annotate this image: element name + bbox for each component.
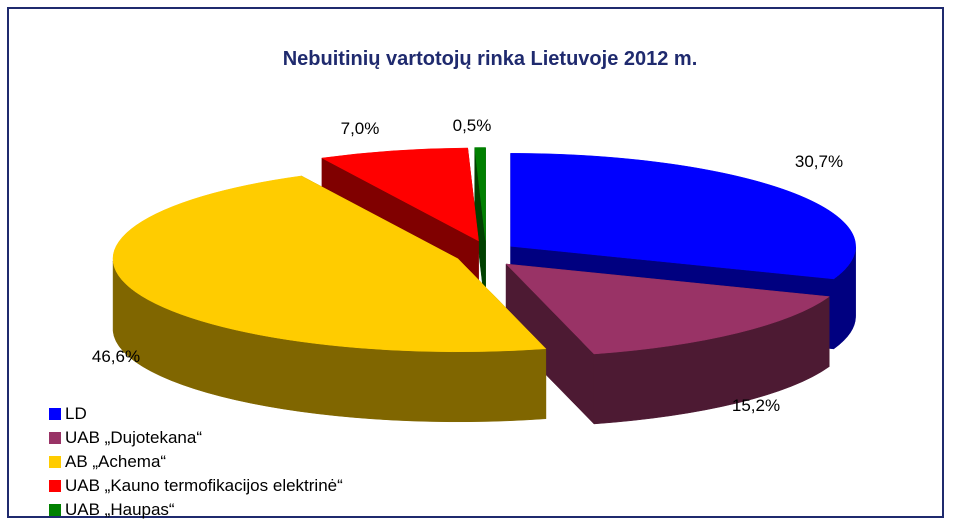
legend-label: UAB „Kauno termofikacijos elektrinė“ — [65, 476, 343, 495]
chart-title: Nebuitinių vartotojų rinka Lietuvoje 201… — [283, 48, 698, 70]
slice-kauno-te — [321, 147, 479, 242]
slice-dujotekana — [505, 263, 830, 355]
slice-haupas — [474, 147, 486, 241]
legend-item-ld: LD — [49, 402, 343, 426]
data-label-dujotekana: 15,2% — [732, 396, 780, 415]
legend-swatch — [49, 456, 61, 468]
legend-item-achema: AB „Achema“ — [49, 450, 343, 474]
legend-item-haupas: UAB „Haupas“ — [49, 498, 343, 522]
legend-item-kauno-te: UAB „Kauno termofikacijos elektrinė“ — [49, 474, 343, 498]
data-label-ld: 30,7% — [795, 152, 843, 171]
pie-chart: Nebuitinių vartotojų rinka Lietuvoje 201… — [92, 48, 856, 425]
legend: LD UAB „Dujotekana“ AB „Achema“ UAB „Kau… — [49, 402, 343, 522]
slice-ld — [510, 153, 856, 280]
legend-swatch — [49, 504, 61, 516]
legend-label: UAB „Haupas“ — [65, 500, 175, 519]
chart-frame: Nebuitinių vartotojų rinka Lietuvoje 201… — [7, 7, 944, 519]
legend-item-dujotekana: UAB „Dujotekana“ — [49, 426, 343, 450]
legend-swatch — [49, 408, 61, 420]
legend-swatch — [49, 480, 61, 492]
data-label-haupas: 0,5% — [453, 116, 492, 135]
legend-label: LD — [65, 404, 87, 423]
legend-label: AB „Achema“ — [65, 452, 167, 471]
data-label-achema: 46,6% — [92, 347, 140, 366]
data-label-kauno-te: 7,0% — [341, 119, 380, 138]
slice-achema — [112, 175, 547, 353]
legend-swatch — [49, 432, 61, 444]
legend-label: UAB „Dujotekana“ — [65, 428, 203, 447]
